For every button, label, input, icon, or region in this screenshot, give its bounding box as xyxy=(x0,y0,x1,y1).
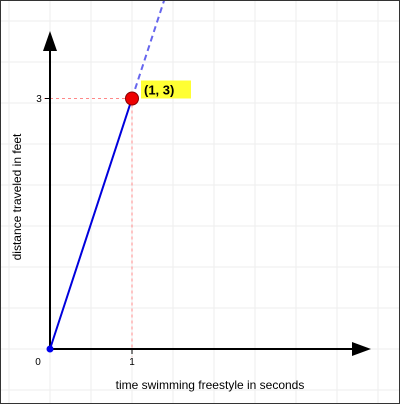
guide-lines xyxy=(44,98,133,357)
series-group xyxy=(49,1,165,350)
origin-point xyxy=(46,345,54,353)
points-group xyxy=(46,80,191,353)
labels-group: time swimming freestyle in seconds dista… xyxy=(10,83,304,393)
y-tick-label: 3 xyxy=(36,94,42,105)
x-axis-title: time swimming freestyle in seconds xyxy=(116,378,305,392)
x-tick-label: 0 xyxy=(35,357,41,368)
highlight-point xyxy=(125,91,139,106)
point-label-background xyxy=(141,80,191,99)
point-label: (1, 3) xyxy=(144,83,174,98)
x-tick-label: 1 xyxy=(129,357,135,368)
extension-line-dashed xyxy=(131,1,165,99)
axes xyxy=(43,31,371,356)
y-axis-arrowhead xyxy=(43,31,57,51)
y-axis-title: distance traveled in feet xyxy=(10,133,24,260)
data-line xyxy=(49,98,133,350)
x-axis-arrowhead xyxy=(352,342,371,356)
